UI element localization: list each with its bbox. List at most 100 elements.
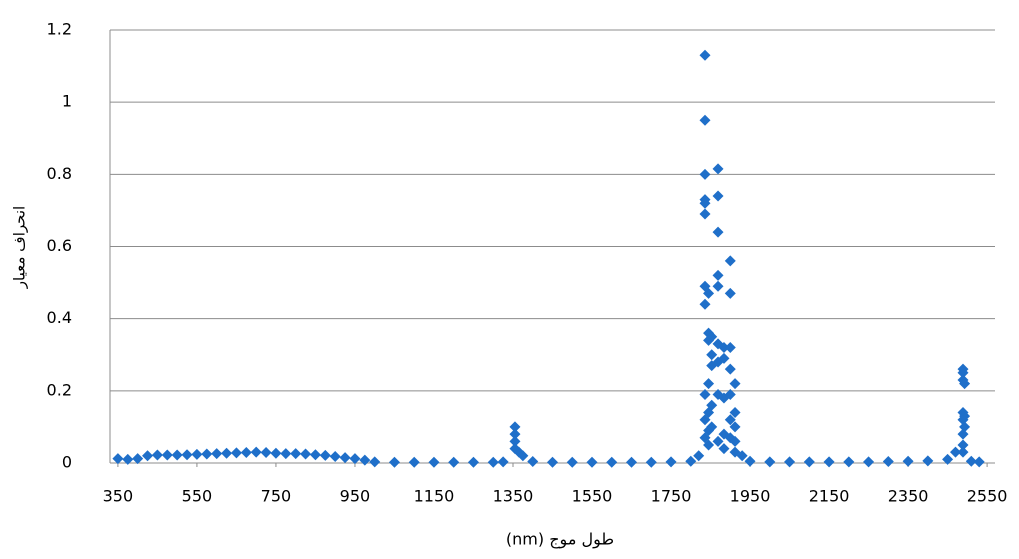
point [142, 450, 154, 462]
point [388, 456, 400, 468]
y-tick-label: 0.4 [47, 308, 72, 327]
point [211, 448, 223, 460]
x-tick-label: 1350 [493, 487, 534, 506]
point [942, 453, 954, 465]
point [151, 449, 163, 461]
point [729, 435, 741, 447]
point [547, 456, 558, 468]
point [699, 49, 711, 61]
point [509, 435, 521, 447]
point [359, 454, 371, 466]
point [699, 208, 711, 220]
point [764, 456, 776, 468]
point [843, 456, 855, 468]
x-tick-label: 2550 [967, 487, 1008, 506]
point [718, 342, 730, 354]
point [280, 448, 292, 460]
point [744, 455, 756, 467]
point [699, 114, 711, 126]
point [408, 456, 420, 468]
point [703, 287, 715, 299]
point [467, 456, 479, 468]
point [339, 452, 351, 464]
x-tick-label: 750 [261, 487, 292, 506]
point [566, 456, 578, 468]
point [290, 448, 302, 460]
point [949, 446, 961, 458]
point [487, 456, 499, 468]
point [724, 342, 736, 354]
point [319, 449, 331, 461]
point [902, 455, 914, 467]
point [191, 448, 203, 460]
x-axis-label: طول موج (nm) [506, 530, 614, 550]
point [161, 449, 173, 461]
point [736, 450, 748, 462]
point [957, 367, 969, 379]
point [699, 168, 711, 180]
point [685, 455, 697, 467]
point [112, 453, 124, 465]
y-tick-label: 1 [62, 92, 72, 111]
point [250, 446, 262, 458]
point [693, 450, 705, 462]
point [712, 280, 724, 292]
x-tick-label: 950 [340, 487, 371, 506]
x-tick-label: 1750 [651, 487, 692, 506]
point [706, 349, 718, 361]
x-tick-label: 550 [182, 487, 213, 506]
x-tick-label: 350 [103, 487, 134, 506]
point [957, 428, 969, 440]
point [703, 439, 715, 451]
point [724, 287, 736, 299]
point [724, 414, 736, 426]
point [527, 456, 539, 468]
point [517, 450, 529, 462]
point [122, 453, 134, 465]
point [959, 410, 971, 422]
point [230, 447, 242, 459]
y-tick-label: 0.6 [47, 236, 72, 255]
point [959, 378, 971, 390]
point [448, 456, 460, 468]
point [712, 163, 724, 175]
point [369, 456, 381, 468]
point [300, 448, 312, 460]
point [201, 448, 213, 460]
point [957, 446, 969, 458]
point [712, 269, 724, 281]
x-tick-label: 2150 [809, 487, 850, 506]
point [706, 421, 718, 433]
point [497, 456, 509, 468]
point [724, 363, 736, 375]
point [626, 456, 638, 468]
point [712, 435, 724, 447]
point [959, 421, 971, 433]
point [132, 453, 144, 465]
point [260, 447, 272, 459]
x-tick-label: 1550 [572, 487, 613, 506]
x-tick-label: 1150 [414, 487, 455, 506]
point [240, 447, 252, 459]
point [706, 399, 718, 411]
point [586, 456, 598, 468]
point [665, 456, 677, 468]
point [181, 449, 193, 461]
point [645, 456, 657, 468]
point [882, 456, 894, 468]
point [823, 456, 835, 468]
point [729, 406, 741, 418]
point [729, 421, 741, 433]
point [965, 455, 977, 467]
y-tick-label: 0.2 [47, 380, 72, 399]
point [784, 456, 796, 468]
point [699, 298, 711, 310]
point [428, 456, 440, 468]
point [699, 197, 711, 209]
point [221, 447, 233, 459]
x-tick-label: 2350 [888, 487, 929, 506]
point [270, 447, 282, 459]
point [922, 455, 934, 467]
point [509, 421, 521, 433]
